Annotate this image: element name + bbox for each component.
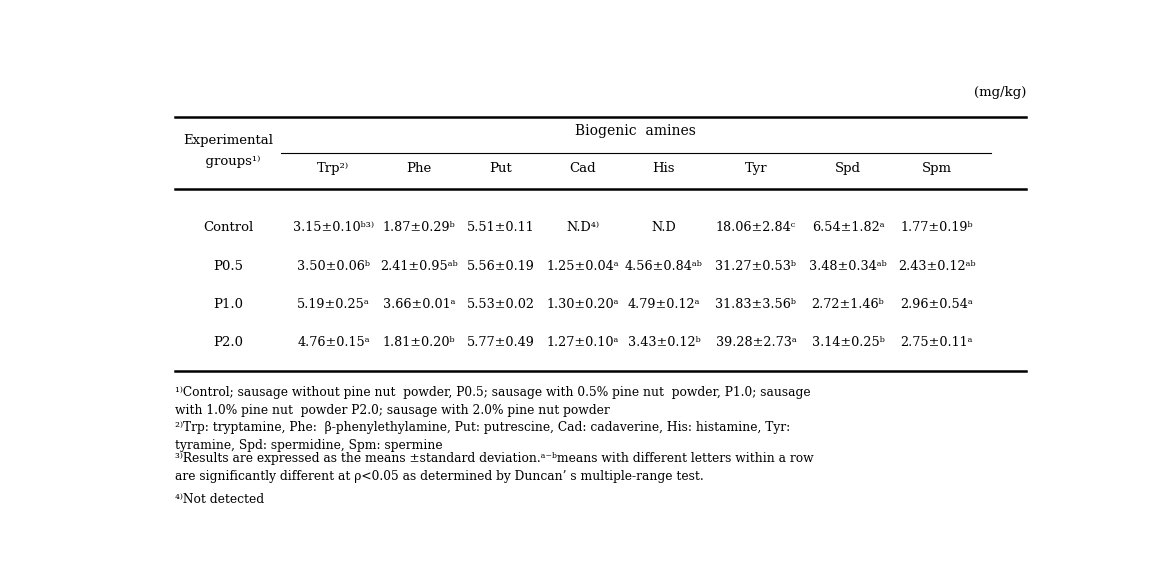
Text: 31.83±3.56ᵇ: 31.83±3.56ᵇ <box>715 298 797 311</box>
Text: 3.43±0.12ᵇ: 3.43±0.12ᵇ <box>628 336 700 349</box>
Text: P0.5: P0.5 <box>213 259 243 273</box>
Text: 3.14±0.25ᵇ: 3.14±0.25ᵇ <box>812 336 884 349</box>
Text: Spd: Spd <box>835 162 861 175</box>
Text: tyramine, Spd: spermidine, Spm: spermine: tyramine, Spd: spermidine, Spm: spermine <box>175 439 443 452</box>
Text: Biogenic  amines: Biogenic amines <box>574 124 696 138</box>
Text: 4.56±0.84ᵃᵇ: 4.56±0.84ᵃᵇ <box>624 259 702 273</box>
Text: Phe: Phe <box>407 162 432 175</box>
Text: Experimental
  groups¹⁾: Experimental groups¹⁾ <box>184 134 274 168</box>
Text: ³⁾Results are expressed as the means ±standard deviation.ᵃ⁻ᵇmeans with different: ³⁾Results are expressed as the means ±st… <box>175 452 813 465</box>
Text: 1.87±0.29ᵇ: 1.87±0.29ᵇ <box>383 222 456 234</box>
Text: 3.15±0.10ᵇ³⁾: 3.15±0.10ᵇ³⁾ <box>292 222 374 234</box>
Text: ¹⁾Control; sausage without pine nut  powder, P0.5; sausage with 0.5% pine nut  p: ¹⁾Control; sausage without pine nut powd… <box>175 387 810 399</box>
Text: 1.81±0.20ᵇ: 1.81±0.20ᵇ <box>383 336 456 349</box>
Text: 4.76±0.15ᵃ: 4.76±0.15ᵃ <box>297 336 369 349</box>
Text: 2.96±0.54ᵃ: 2.96±0.54ᵃ <box>901 298 973 311</box>
Text: (mg/kg): (mg/kg) <box>974 86 1026 99</box>
Text: 2.72±1.46ᵇ: 2.72±1.46ᵇ <box>812 298 884 311</box>
Text: Tyr: Tyr <box>744 162 768 175</box>
Text: 3.50±0.06ᵇ: 3.50±0.06ᵇ <box>297 259 370 273</box>
Text: 31.27±0.53ᵇ: 31.27±0.53ᵇ <box>715 259 797 273</box>
Text: N.D⁴⁾: N.D⁴⁾ <box>566 222 599 234</box>
Text: are significantly different at ρ<0.05 as determined by Duncan’ s multiple-range : are significantly different at ρ<0.05 as… <box>175 470 704 483</box>
Text: 4.79±0.12ᵃ: 4.79±0.12ᵃ <box>628 298 700 311</box>
Text: 3.48±0.34ᵃᵇ: 3.48±0.34ᵃᵇ <box>810 259 887 273</box>
Text: 5.51±0.11: 5.51±0.11 <box>467 222 535 234</box>
Text: 1.77±0.19ᵇ: 1.77±0.19ᵇ <box>901 222 973 234</box>
Text: 6.54±1.82ᵃ: 6.54±1.82ᵃ <box>812 222 884 234</box>
Text: His: His <box>652 162 676 175</box>
Text: 3.66±0.01ᵃ: 3.66±0.01ᵃ <box>383 298 456 311</box>
Text: with 1.0% pine nut  powder P2.0; sausage with 2.0% pine nut powder: with 1.0% pine nut powder P2.0; sausage … <box>175 405 609 417</box>
Text: 18.06±2.84ᶜ: 18.06±2.84ᶜ <box>716 222 796 234</box>
Text: 5.53±0.02: 5.53±0.02 <box>466 298 535 311</box>
Text: 1.27±0.10ᵃ: 1.27±0.10ᵃ <box>546 336 619 349</box>
Text: N.D: N.D <box>651 222 676 234</box>
Text: Put: Put <box>489 162 511 175</box>
Text: 2.41±0.95ᵃᵇ: 2.41±0.95ᵃᵇ <box>380 259 458 273</box>
Text: 2.75±0.11ᵃ: 2.75±0.11ᵃ <box>901 336 973 349</box>
Text: 39.28±2.73ᵃ: 39.28±2.73ᵃ <box>715 336 797 349</box>
Text: 5.56±0.19: 5.56±0.19 <box>466 259 535 273</box>
Text: P2.0: P2.0 <box>213 336 243 349</box>
Text: P1.0: P1.0 <box>213 298 243 311</box>
Text: 5.77±0.49: 5.77±0.49 <box>466 336 535 349</box>
Text: Control: Control <box>204 222 254 234</box>
Text: 5.19±0.25ᵃ: 5.19±0.25ᵃ <box>297 298 369 311</box>
Text: 1.30±0.20ᵃ: 1.30±0.20ᵃ <box>546 298 619 311</box>
Text: Trp²⁾: Trp²⁾ <box>317 162 349 175</box>
Text: Spm: Spm <box>922 162 952 175</box>
Text: 2.43±0.12ᵃᵇ: 2.43±0.12ᵃᵇ <box>898 259 975 273</box>
Text: ⁴⁾Not detected: ⁴⁾Not detected <box>175 493 263 506</box>
Text: ²⁾Trp: tryptamine, Phe:  β-phenylethylamine, Put: putrescine, Cad: cadaverine, H: ²⁾Trp: tryptamine, Phe: β-phenylethylami… <box>175 421 790 434</box>
Text: Cad: Cad <box>570 162 596 175</box>
Text: 1.25±0.04ᵃ: 1.25±0.04ᵃ <box>546 259 619 273</box>
